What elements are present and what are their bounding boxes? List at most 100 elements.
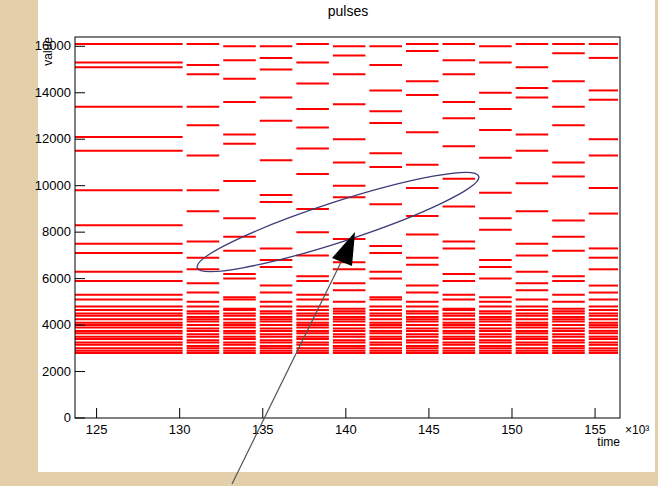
pulse-segment: [75, 43, 183, 45]
x-tick-label: 135: [252, 422, 274, 437]
pulse-segment: [75, 271, 183, 273]
pulse-segment: [479, 345, 512, 347]
pulse-segment: [260, 330, 293, 332]
pulse-segment: [552, 339, 585, 341]
pulse-segment: [479, 350, 512, 352]
pulse-segment: [296, 347, 329, 349]
x-tick-label: 125: [86, 422, 108, 437]
pulse-segment: [187, 43, 220, 45]
pulse-segment: [552, 316, 585, 318]
pulse-segment: [479, 108, 512, 110]
pulse-segment: [75, 62, 183, 64]
pulse-segment: [369, 336, 402, 338]
pulse-segment: [223, 341, 256, 343]
y-tick-label: 0: [64, 410, 71, 425]
pulse-segment: [369, 305, 402, 307]
pulse-segment: [369, 330, 402, 332]
pulse-segment: [443, 341, 476, 343]
pulse-segment: [552, 161, 585, 163]
pulse-segment: [296, 338, 329, 340]
pulse-segment: [552, 236, 585, 238]
pulse-segment: [223, 134, 256, 136]
pulse-segment: [479, 62, 512, 64]
pulse-segment: [516, 43, 549, 45]
pulse-segment: [187, 301, 220, 303]
pulse-segment: [552, 324, 585, 326]
pulse-segment: [443, 309, 476, 311]
pulse-segment: [333, 310, 366, 312]
pulse-segment: [552, 328, 585, 330]
pulse-segment: [406, 257, 439, 259]
pulse-segment: [552, 310, 585, 312]
pulse-segment: [443, 312, 476, 314]
pulse-segment: [479, 296, 512, 298]
pulse-segment: [443, 117, 476, 119]
pulse-segment: [479, 278, 512, 280]
pulse-segment: [75, 315, 183, 317]
pulse-segment: [443, 145, 476, 147]
pulse-segment: [443, 273, 476, 275]
pulse-segment: [552, 301, 585, 303]
pulse-segment: [223, 347, 256, 349]
pulse-segment: [516, 134, 549, 136]
pulse-segment: [406, 339, 439, 341]
pulse-segment: [443, 247, 476, 249]
pulse-segment: [443, 308, 476, 310]
pulse-segment: [443, 178, 476, 180]
pulse-segment: [516, 330, 549, 332]
pulse-segment: [333, 308, 366, 310]
pulse-segment: [479, 336, 512, 338]
pulse-segment: [443, 332, 476, 334]
pulse-segment: [260, 347, 293, 349]
pulse-segment: [589, 138, 618, 140]
pulse-segment: [187, 333, 220, 335]
x-tick: [345, 408, 346, 418]
pulse-segment: [75, 299, 183, 301]
pulse-segment: [479, 316, 512, 318]
pulse-segment: [260, 305, 293, 307]
pulse-segment: [406, 233, 439, 235]
pulse-segment: [406, 305, 439, 307]
pulse-segment: [589, 268, 618, 270]
pulse-segment: [223, 45, 256, 47]
pulse-segment: [406, 352, 439, 354]
pulse-segment: [369, 110, 402, 112]
pulse-segment: [552, 333, 585, 335]
pulse-segment: [296, 231, 329, 233]
pulse-segment: [552, 350, 585, 352]
pulse-segment: [406, 310, 439, 312]
pulse-segment: [552, 175, 585, 177]
pulse-segment: [75, 322, 183, 324]
pulse-segment: [223, 299, 256, 301]
pulse-segment: [296, 352, 329, 354]
pulse-segment: [479, 339, 512, 341]
pulse-segment: [589, 347, 618, 349]
pulse-segment: [75, 243, 183, 245]
pulse-segment: [516, 324, 549, 326]
pulse-segment: [369, 338, 402, 340]
pulse-segment: [333, 185, 366, 187]
y-tick: [75, 418, 85, 419]
pulse-segment: [223, 336, 256, 338]
pulse-segment: [369, 309, 402, 311]
pulse-segment: [260, 312, 293, 314]
pulse-segment: [260, 194, 293, 196]
y-tick: [75, 325, 85, 326]
pulse-segment: [75, 332, 183, 334]
pulse-segment: [296, 43, 329, 45]
pulse-segment: [443, 318, 476, 320]
pulse-segment: [296, 322, 329, 324]
pulse-segment: [516, 322, 549, 324]
pulse-segment: [75, 324, 183, 326]
pulse-segment: [369, 152, 402, 154]
pulse-segment: [187, 328, 220, 330]
pulse-segment: [443, 347, 476, 349]
x-tick: [595, 408, 596, 418]
pulse-segment: [552, 52, 585, 54]
pulse-segment: [443, 326, 476, 328]
pulse-segment: [333, 301, 366, 303]
x-tick-label: 140: [335, 422, 357, 437]
pulse-segment: [479, 259, 512, 261]
pulse-segment: [479, 318, 512, 320]
pulse-segment: [552, 220, 585, 222]
